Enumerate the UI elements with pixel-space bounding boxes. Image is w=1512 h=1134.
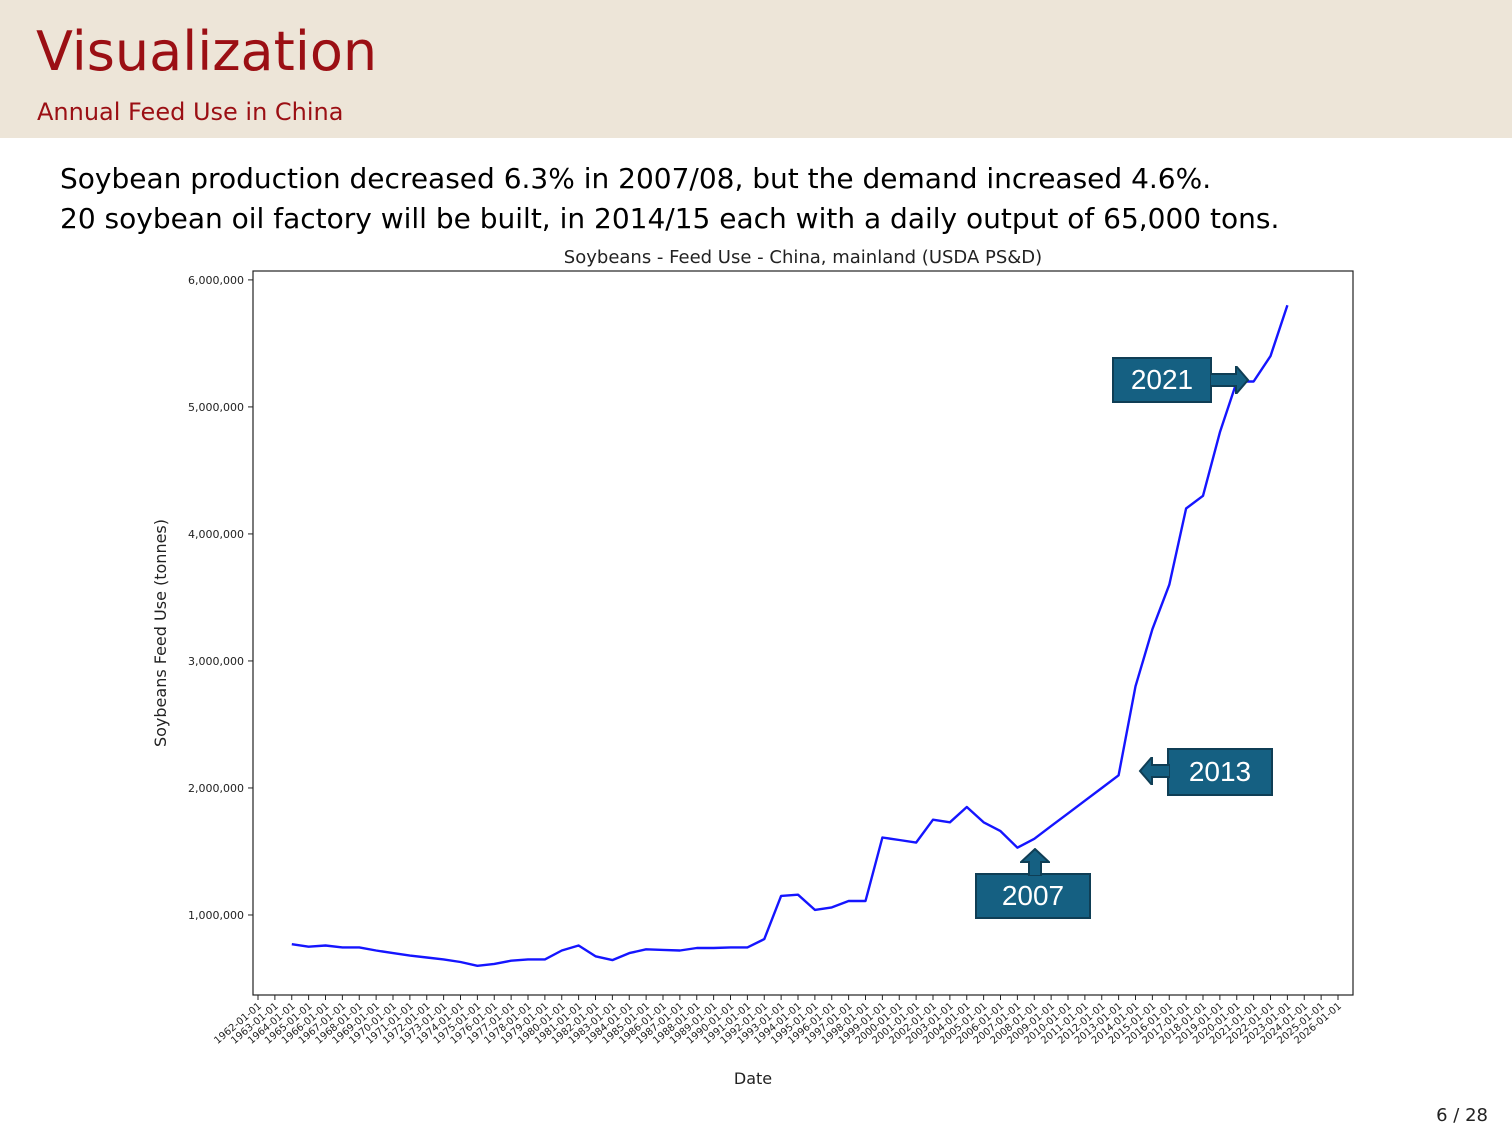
series-line [291,304,1289,967]
feed-use-chart: Soybeans - Feed Use - China, mainland (U… [151,247,1354,1088]
slide-title: Visualization [36,20,378,83]
y-axis-label: Soybeans Feed Use (tonnes) [151,519,170,747]
y-tick-label: 4,000,000 [188,528,244,541]
y-tick-label: 6,000,000 [188,274,244,287]
chart-title: Soybeans - Feed Use - China, mainland (U… [564,247,1042,268]
callout-2021: 2021 [1112,357,1212,403]
slide-subtitle: Annual Feed Use in China [37,98,344,126]
y-tick-label: 5,000,000 [188,401,244,414]
callout-2007-label: 2007 [1001,880,1065,911]
y-tick-label: 1,000,000 [188,909,244,922]
callout-2007: 2007 [975,873,1091,919]
slide-header: Visualization Annual Feed Use in China [0,0,1512,138]
plot-frame [252,270,1354,996]
callout-2013-label: 2013 [1188,756,1252,787]
y-tick-label: 3,000,000 [188,655,244,668]
callout-2021-label: 2021 [1130,364,1194,395]
arrow-up-icon [1020,848,1050,876]
page-number: 6 / 28 [1436,1105,1488,1126]
bullet-text-1: Soybean production decreased 6.3% in 200… [60,162,1212,195]
bullet-text-2: 20 soybean oil factory will be built, in… [60,202,1280,235]
arrow-right-icon [1210,366,1250,394]
callout-2013: 2013 [1167,748,1273,796]
y-tick-label: 2,000,000 [188,782,244,795]
x-axis-label: Date [734,1069,772,1088]
arrow-left-icon [1138,757,1170,785]
